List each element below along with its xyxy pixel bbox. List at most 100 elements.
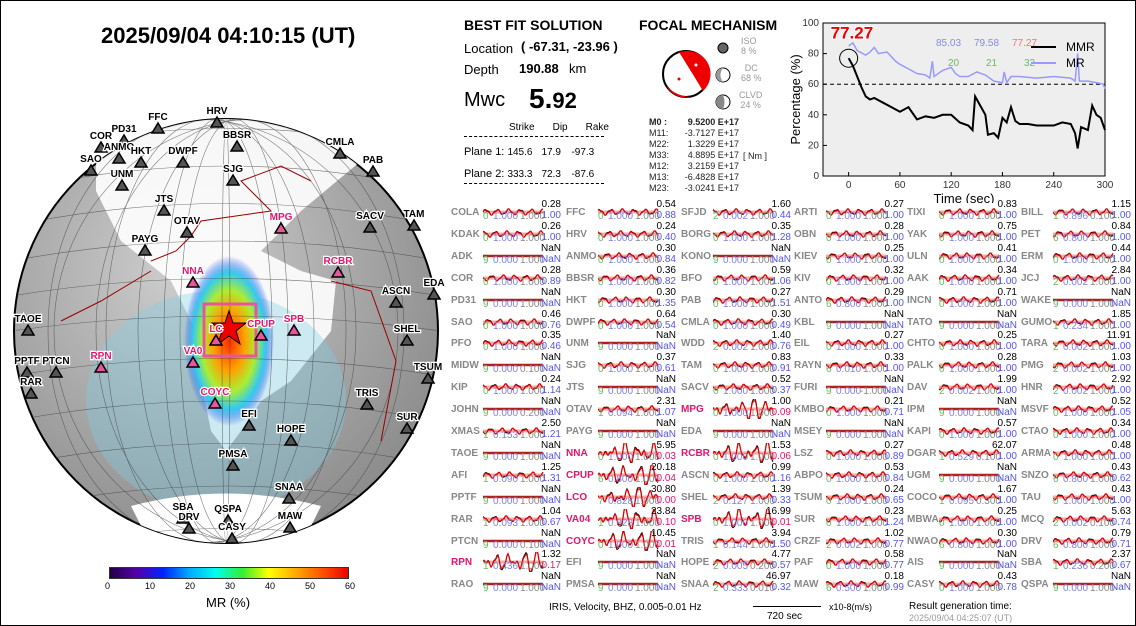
station-hrv[interactable]: HRV	[205, 105, 229, 128]
trace-eda[interactable]: EDA NaN 9 0.000 1.000 NaN	[681, 418, 794, 443]
trace-va04[interactable]: VA04 23.84 1 0.828 1.000 0.10	[566, 506, 679, 531]
trace-cola[interactable]: COLA 0.28 0 1.000 1.000 1.00	[451, 199, 564, 224]
trace-abpo[interactable]: ABPO 0.53 0 1.000 1.000 0.84	[794, 462, 907, 487]
station-coyc[interactable]: COYC	[199, 386, 231, 409]
trace-otav[interactable]: OTAV 2.31 1 0.094 1.000 1.07	[566, 396, 679, 421]
trace-gumo[interactable]: GUMO 1.85 1 0.234 1.000 1.00	[1021, 309, 1134, 334]
trace-arma[interactable]: ARMA 0.48 0 1.000 1.000 1.00	[1021, 440, 1134, 465]
trace-pmg[interactable]: PMG 1.03 2 0.002 1.000 1.00	[1021, 352, 1134, 377]
trace-tau[interactable]: TAU 0.43 0 1.000 1.000 1.00	[1021, 484, 1134, 509]
trace-taoe[interactable]: TAOE NaN 9 0.000 1.000 NaN	[451, 440, 564, 465]
trace-qspa[interactable]: QSPA NaN 9 0.000 1.000 NaN	[1021, 571, 1134, 596]
station-jts[interactable]: JTS	[154, 193, 175, 216]
station-cmla[interactable]: CMLA	[324, 136, 356, 159]
trace-hrv[interactable]: HRV 0.24 0 1.000 1.000 0.40	[566, 221, 679, 246]
trace-dav[interactable]: DAV 1.99 2 0.002 1.000 1.00	[907, 374, 1020, 399]
station-cpup[interactable]: CPUP	[246, 318, 276, 341]
station-sba[interactable]: SBA	[171, 501, 195, 524]
trace-midw[interactable]: MIDW NaN 9 0.000 0.100 NaN	[451, 352, 564, 377]
trace-pd31[interactable]: PD31 NaN 9 0.000 1.000 NaN	[451, 287, 564, 312]
station-rpn[interactable]: RPN	[89, 350, 113, 373]
trace-kbl[interactable]: KBL NaN 9 0.000 1.000 NaN	[794, 309, 907, 334]
trace-rar[interactable]: RAR 1.04 1 0.093 1.000 0.67	[451, 506, 564, 531]
trace-wake[interactable]: WAKE NaN 9 0.000 1.000 NaN	[1021, 287, 1134, 312]
trace-xmas[interactable]: XMAS 2.50 1 0.153 1.000 1.21	[451, 418, 564, 443]
station-payg[interactable]: PAYG	[130, 233, 160, 256]
trace-rcbr[interactable]: RCBR 1.53 0 1.000 1.000 0.06	[681, 440, 794, 465]
station-va0[interactable]: VA0	[182, 345, 204, 368]
trace-ugm[interactable]: UGM NaN 9 0.000 1.000 NaN	[907, 462, 1020, 487]
trace-yak[interactable]: YAK 0.75 0 1.000 1.000 1.00	[907, 221, 1020, 246]
station-tris[interactable]: TRIS	[354, 387, 380, 410]
trace-pet[interactable]: PET 0.84 6 0.800 1.000 1.00	[1021, 221, 1134, 246]
station-ffc[interactable]: FFC	[147, 111, 169, 134]
station-maw[interactable]: MAW	[277, 510, 304, 533]
trace-lsz[interactable]: LSZ 0.27 0 1.000 1.000 0.89	[794, 440, 907, 465]
trace-incn[interactable]: INCN 0.71 0 1.000 1.000 1.00	[907, 287, 1020, 312]
trace-adk[interactable]: ADK NaN 9 0.000 1.000 NaN	[451, 243, 564, 268]
trace-kono[interactable]: KONO NaN 9 0.000 1.000 NaN	[681, 243, 794, 268]
trace-tris[interactable]: TRIS 3.94 1 0.144 1.000 1.50	[681, 528, 794, 553]
trace-mpg[interactable]: MPG 1.00 0 1.000 1.000 0.09	[681, 396, 794, 421]
station-cor[interactable]: COR	[89, 130, 114, 153]
trace-crzf[interactable]: CRZF 1.02 2 0.002 1.000 0.77	[794, 528, 907, 553]
trace-unm[interactable]: UNM NaN 9 0.000 1.000 NaN	[566, 330, 679, 355]
trace-drv[interactable]: DRV 0.79 6 0.800 1.000 0.71	[1021, 528, 1134, 553]
trace-pfo[interactable]: PFO 0.35 0 1.000 1.000 0.46	[451, 330, 564, 355]
trace-ascn[interactable]: ASCN 0.99 0 1.000 1.000 1.16	[681, 462, 794, 487]
trace-tato[interactable]: TATO NaN 9 0.000 1.000 NaN	[907, 309, 1020, 334]
station-efi[interactable]: EFI	[240, 408, 258, 431]
trace-ffc[interactable]: FFC 0.54 0 1.000 1.000 0.88	[566, 199, 679, 224]
trace-cmla[interactable]: CMLA 0.30 0 1.000 1.000 0.49	[681, 309, 794, 334]
station-sao[interactable]: SAO	[79, 153, 103, 176]
trace-tsum[interactable]: TSUM 0.24 0 1.000 1.000 0.65	[794, 484, 907, 509]
epicenter-star-icon[interactable]	[210, 309, 248, 346]
trace-palk[interactable]: PALK 0.28 0 1.000 1.000 1.00	[907, 352, 1020, 377]
trace-dwpf[interactable]: DWPF 0.64 0 1.000 1.000 0.54	[566, 309, 679, 334]
trace-ctao[interactable]: CTAO 0.34 0 1.000 1.000 1.00	[1021, 418, 1134, 443]
station-spb[interactable]: SPB	[282, 313, 306, 336]
trace-erm[interactable]: ERM 0.44 0 1.000 1.000 1.00	[1021, 243, 1134, 268]
trace-jts[interactable]: JTS NaN 9 0.000 1.000 NaN	[566, 374, 679, 399]
trace-borg[interactable]: BORG 0.35 0 1.000 1.000 1.28	[681, 221, 794, 246]
trace-coco[interactable]: COCO 1.67 1 0.095 0.300 1.00	[907, 484, 1020, 509]
trace-pab[interactable]: PAB 0.27 0 1.000 1.000 1.51	[681, 287, 794, 312]
trace-cpup[interactable]: CPUP 20.18 6 0.800 1.000 0.04	[566, 462, 679, 487]
trace-aak[interactable]: AAK 0.34 0 1.000 1.000 1.00	[907, 265, 1020, 290]
trace-casy[interactable]: CASY 0.43 0 1.000 1.000 0.78	[907, 571, 1020, 596]
station-otav[interactable]: OTAV	[173, 215, 202, 238]
trace-hkt[interactable]: HKT 0.30 0 1.000 1.000 1.35	[566, 287, 679, 312]
trace-ais[interactable]: AIS NaN 9 0.000 1.000 NaN	[907, 549, 1020, 574]
trace-uln[interactable]: ULN 0.41 0 1.000 1.000 1.00	[907, 243, 1020, 268]
station-ascn[interactable]: ASCN	[381, 285, 411, 308]
trace-anto[interactable]: ANTO 0.29 6 0.800 1.000 1.00	[794, 287, 907, 312]
trace-bfo[interactable]: BFO 0.59 0 1.000 1.000 1.06	[681, 265, 794, 290]
trace-sjg[interactable]: SJG 0.37 0 1.000 1.000 0.61	[566, 352, 679, 377]
station-sjg[interactable]: SJG	[222, 163, 244, 186]
trace-mcq[interactable]: MCQ 5.63 2 0.002 0.100 0.74	[1021, 506, 1134, 531]
trace-snzo[interactable]: SNZO 0.43 6 0.800 1.000 0.62	[1021, 462, 1134, 487]
trace-nwao[interactable]: NWAO 0.30 6 0.800 1.000 1.00	[907, 528, 1020, 553]
trace-coyc[interactable]: COYC 10.45 0 1.000 1.000 0.01	[566, 528, 679, 553]
station-rar[interactable]: RAR	[19, 376, 44, 399]
trace-kiv[interactable]: KIV 0.32 0 1.000 1.000 1.00	[794, 265, 907, 290]
trace-spb[interactable]: SPB 16.99 0 1.000 1.000 0.01	[681, 506, 794, 531]
station-tsum[interactable]: TSUM	[413, 361, 443, 384]
trace-pmsa[interactable]: PMSA NaN 9 0.000 1.000 NaN	[566, 571, 679, 596]
trace-ptcn[interactable]: PTCN NaN 9 0.000 0.100 NaN	[451, 528, 564, 553]
trace-bbsr[interactable]: BBSR 0.36 0 1.000 1.000 0.82	[566, 265, 679, 290]
trace-sacv[interactable]: SACV 0.52 0 1.000 1.000 0.37	[681, 374, 794, 399]
trace-kapi[interactable]: KAPI 0.57 0 1.000 1.000 1.00	[907, 418, 1020, 443]
trace-pptf[interactable]: PPTF NaN 9 0.000 1.000 NaN	[451, 484, 564, 509]
trace-tara[interactable]: TARA 11.91 2 0.002 1.000 1.00	[1021, 330, 1134, 355]
trace-wdd[interactable]: WDD 1.40 2 0.002 1.000 0.76	[681, 330, 794, 355]
trace-bill[interactable]: BILL 1.15 1 0.896 0.100 1.00	[1021, 199, 1134, 224]
trace-sao[interactable]: SAO 0.46 0 1.000 1.000 0.76	[451, 309, 564, 334]
trace-kiev[interactable]: KIEV 0.25 0 1.000 1.000 1.00	[794, 243, 907, 268]
station-pptf[interactable]: PPTF	[13, 355, 41, 378]
trace-maw[interactable]: MAW 0.18 6 0.500 1.000 0.99	[794, 571, 907, 596]
trace-tixi[interactable]: TIXI 0.83 0 1.000 1.000 1.00	[907, 199, 1020, 224]
station-drv[interactable]: DRV	[177, 511, 201, 534]
trace-afi[interactable]: AFI 1.25 1 0.090 1.000 1.31	[451, 462, 564, 487]
station-tam[interactable]: TAM	[402, 208, 426, 231]
